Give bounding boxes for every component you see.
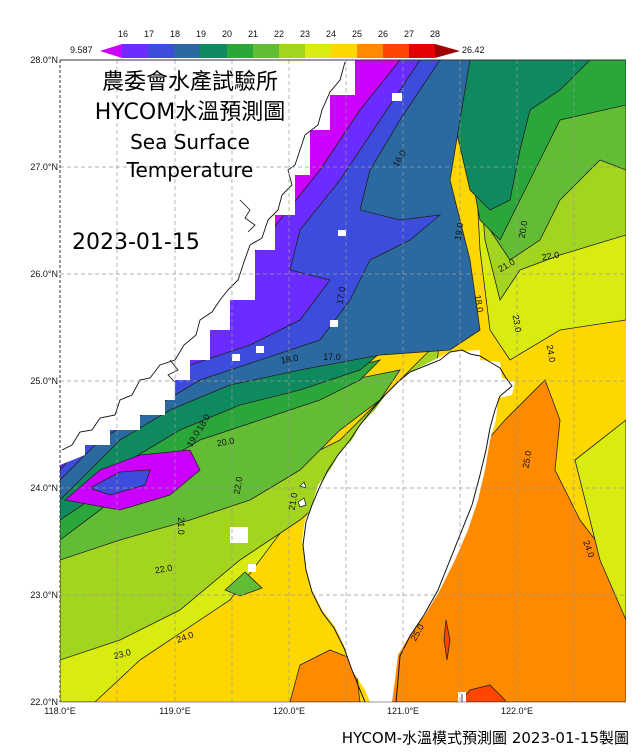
contour-label: 22.0	[541, 250, 560, 263]
lat-label-25n: 25.0°N	[30, 376, 58, 386]
colorbar-tick: 17	[143, 29, 155, 39]
lon-label-120e: 120.0°E	[272, 706, 306, 716]
lon-label-121e: 121.0°E	[386, 706, 420, 716]
contour-label: 17.0	[323, 352, 341, 362]
contour-label: 23.0	[112, 647, 132, 661]
colorbar-tick: 27	[403, 29, 415, 39]
sst-field: 16.017.017.018.018.019.0 20.021.022.023.0…	[60, 60, 626, 702]
lon-label-118e: 118.0°E	[44, 706, 76, 716]
title-hycom: HYCOM水溫預測圖	[94, 100, 286, 125]
contour-label: 19.0	[453, 222, 466, 241]
title-temperature: Temperature	[126, 158, 254, 182]
forecast-date: 2023-01-15	[72, 230, 200, 255]
colorbar-graphic	[100, 44, 460, 58]
contour-label: 20.0	[517, 220, 530, 239]
colorbar-tick: 20	[221, 29, 233, 39]
lat-label-22n: 22.0°N	[30, 697, 58, 707]
contour-label: 21.0	[176, 517, 186, 535]
footer-caption: HYCOM-水溫模式預測圖 2023-01-15製圖	[341, 729, 629, 747]
lat-label-27n: 27.0°N	[30, 162, 58, 172]
title-agency: 農委會水產試驗所	[101, 70, 278, 95]
lon-label-119e: 119.0°E	[159, 706, 191, 716]
colorbar-tick: 22	[273, 29, 285, 39]
contour-label: 21.0	[287, 492, 300, 511]
colorbar-tick: 24	[325, 29, 337, 39]
contour-label: 17.0	[335, 286, 348, 305]
colorbar-tick: 28	[429, 29, 441, 39]
colorbar-tick: 23	[299, 29, 311, 39]
colorbar-max-label: 26.42	[462, 45, 485, 55]
lon-label-122e: 122.0°E	[500, 706, 534, 716]
colorbar-tick: 19	[195, 29, 207, 39]
contour-label: 22.0	[232, 476, 245, 495]
colorbar-tick: 18	[169, 29, 181, 39]
colorbar-tick: 26	[377, 29, 389, 39]
contour-label: 24.0	[545, 344, 558, 363]
contour-label: 18.0	[280, 353, 299, 366]
lat-label-24n: 24.0°N	[30, 483, 58, 493]
contour-label: 23.0	[511, 314, 524, 333]
title-sea-surface: Sea Surface	[130, 130, 250, 154]
gridlines	[60, 60, 626, 702]
colorbar-tick: 16	[117, 29, 129, 39]
lat-label-28n: 28.0°N	[30, 55, 58, 65]
colorbar-min-label: 9.587	[70, 45, 93, 55]
contour-label: 18.0	[473, 294, 486, 313]
contour-label: 20.0	[216, 436, 235, 449]
contour-label: 25.0	[521, 450, 534, 469]
lat-label-26n: 26.0°N	[30, 269, 58, 279]
colorbar-tick: 21	[247, 29, 259, 39]
lat-label-23n: 23.0°N	[30, 590, 58, 600]
contour-label: 22.0	[154, 563, 173, 576]
colorbar-tick: 25	[351, 29, 363, 39]
